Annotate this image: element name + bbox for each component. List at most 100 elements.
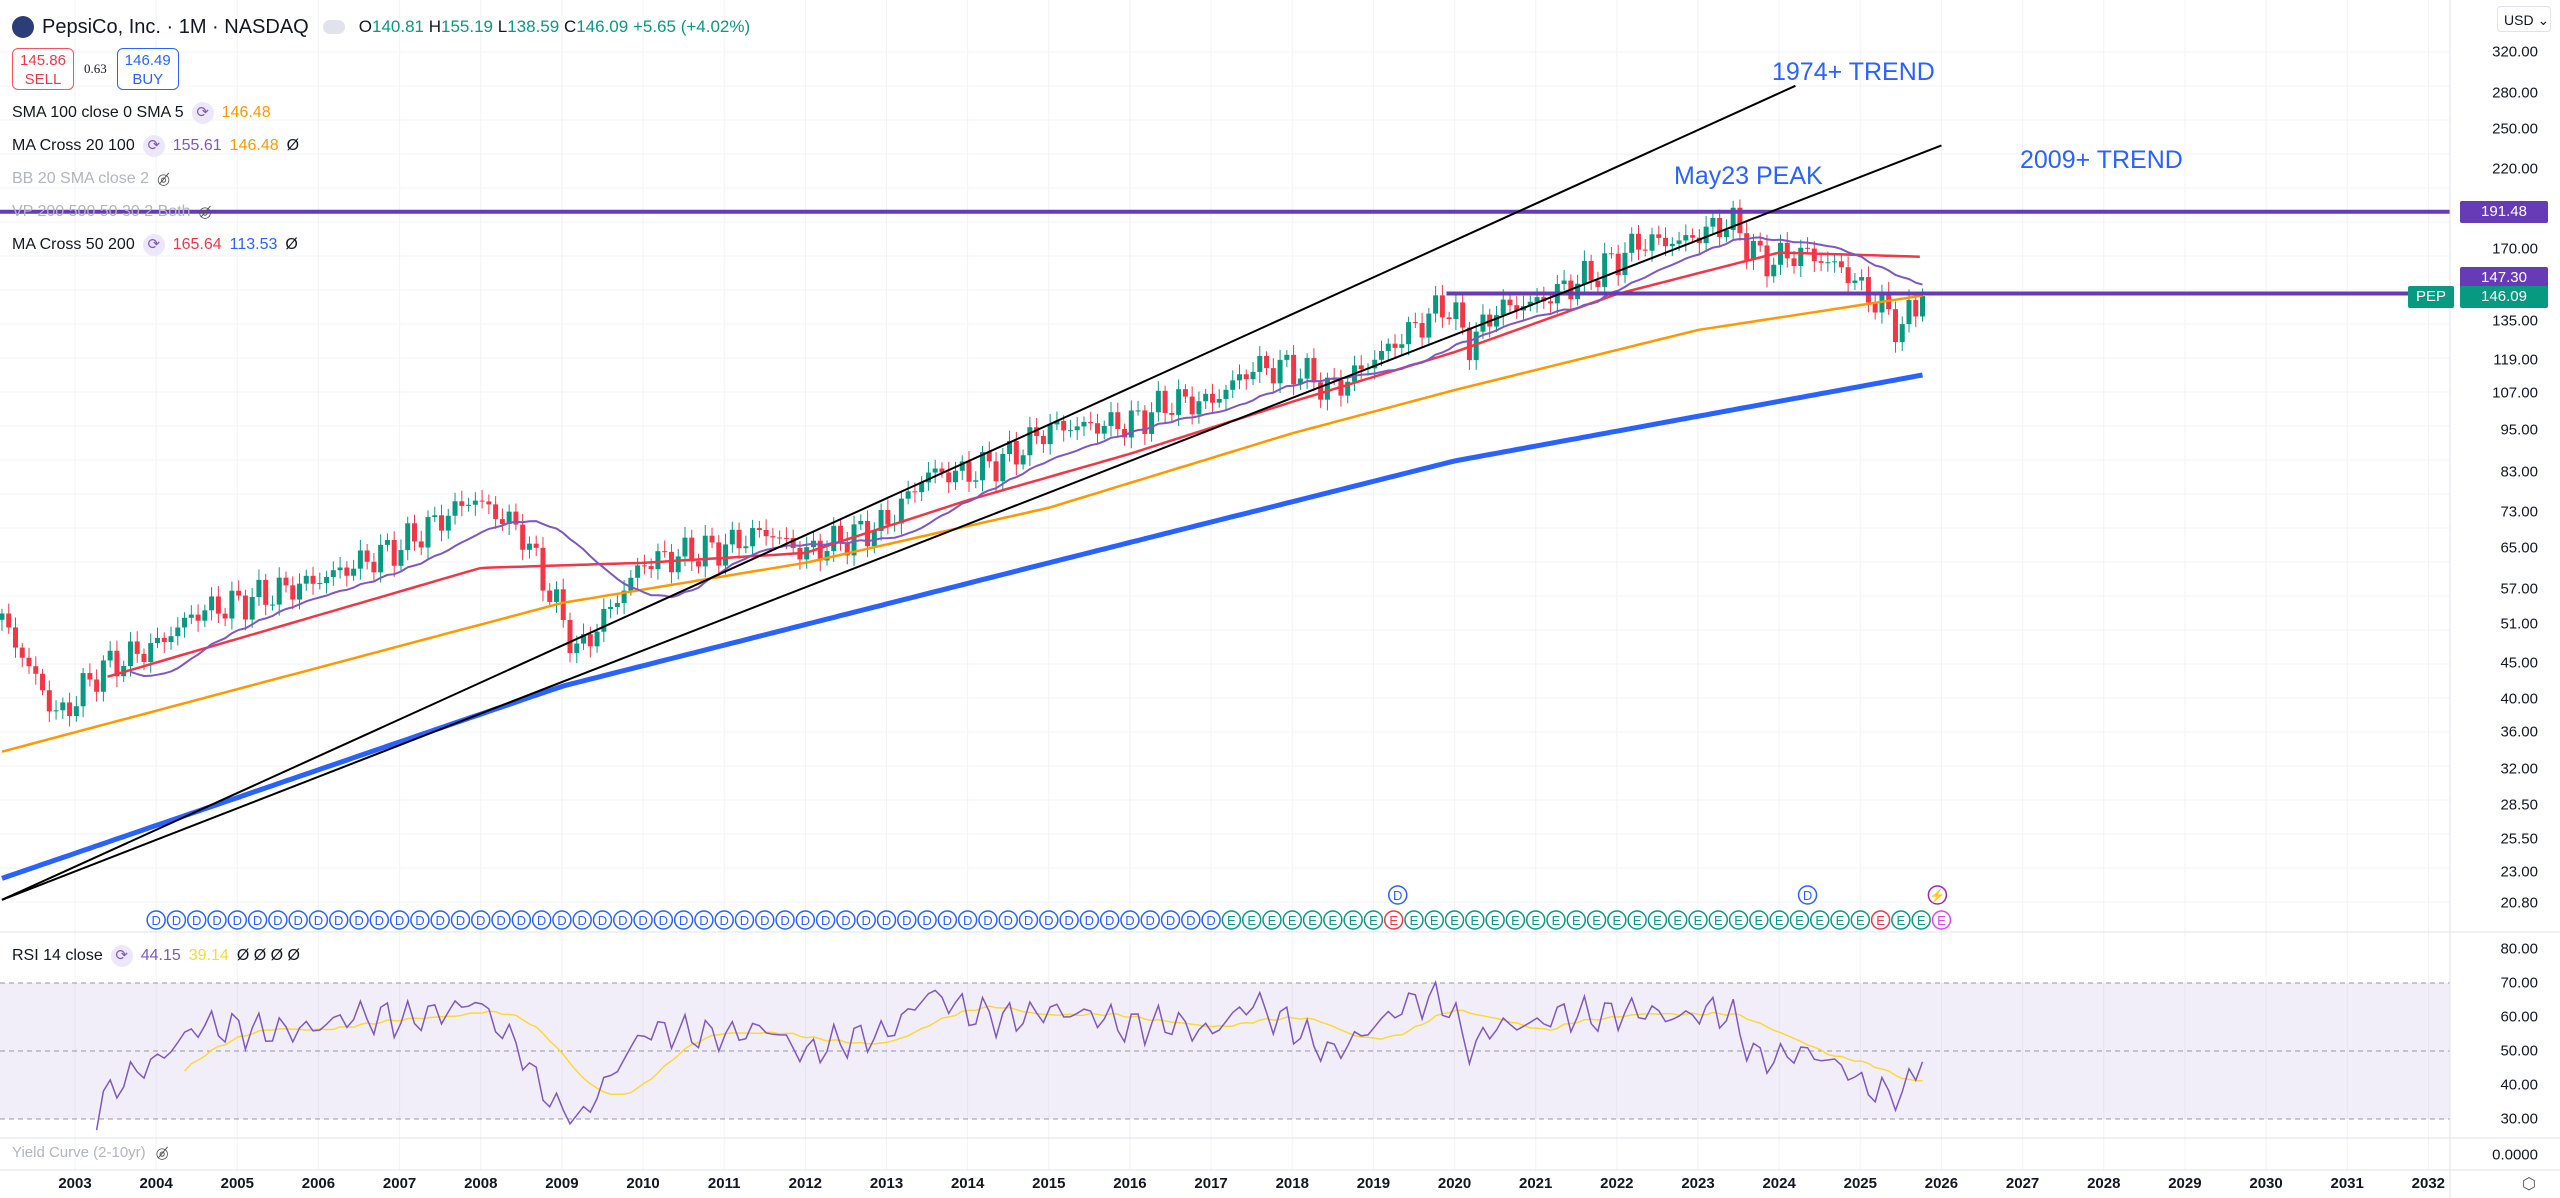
indicator-row[interactable]: BB 20 SMA close 2 ◎̸: [12, 162, 750, 195]
dividend-marker[interactable]: D: [592, 910, 613, 930]
earnings-marker[interactable]: E: [1505, 910, 1526, 930]
earnings-marker[interactable]: E: [1383, 910, 1404, 930]
earnings-marker[interactable]: E: [1769, 910, 1789, 930]
dividend-marker[interactable]: D: [491, 910, 511, 930]
indicator-row[interactable]: MA Cross 50 200 ⟳ 165.64 113.53 Ø: [12, 228, 750, 261]
dividend-marker[interactable]: D: [1140, 910, 1160, 930]
dividend-marker[interactable]: D: [673, 910, 694, 930]
dividend-marker[interactable]: D: [1039, 910, 1059, 930]
earnings-marker[interactable]: E: [1546, 910, 1566, 930]
dividend-marker[interactable]: D: [511, 910, 532, 930]
eye-hidden-icon[interactable]: ◎̸: [156, 170, 171, 188]
earnings-marker[interactable]: E: [1241, 910, 1262, 930]
dividend-marker[interactable]: D: [1079, 910, 1100, 930]
indicator-row[interactable]: SMA 100 close 0 SMA 5 ⟳ 146.48: [12, 96, 750, 129]
dividend-marker[interactable]: D: [308, 910, 329, 930]
earnings-marker[interactable]: E: [1323, 910, 1343, 930]
earnings-marker[interactable]: E: [1525, 910, 1546, 930]
earnings-marker[interactable]: E: [1485, 910, 1505, 930]
buy-button[interactable]: 146.49 BUY: [116, 48, 179, 90]
dividend-marker[interactable]: D: [1120, 910, 1140, 930]
dividend-marker[interactable]: D: [1099, 910, 1120, 930]
earnings-marker[interactable]: E: [1749, 910, 1769, 930]
dividend-marker[interactable]: D: [1059, 910, 1079, 930]
dividend-marker[interactable]: D: [957, 910, 978, 930]
dividend-marker[interactable]: D: [369, 910, 390, 930]
refresh-icon[interactable]: ⟳: [142, 134, 165, 157]
earnings-marker[interactable]: E: [1302, 910, 1323, 930]
dividend-marker[interactable]: D: [815, 910, 836, 930]
dividend-marker[interactable]: D: [450, 910, 471, 930]
dividend-marker[interactable]: D: [247, 910, 268, 930]
may23-peak-annotation[interactable]: May23 PEAK: [1674, 162, 1823, 190]
earnings-marker[interactable]: E: [1850, 910, 1871, 930]
dividend-marker[interactable]: D: [227, 910, 248, 930]
earnings-marker[interactable]: E: [1809, 910, 1830, 930]
dividend-marker[interactable]: D: [876, 910, 897, 930]
dividend-marker[interactable]: D: [268, 910, 288, 930]
dividend-marker[interactable]: D: [653, 910, 674, 930]
earnings-marker[interactable]: E: [1363, 910, 1384, 930]
dividend-marker[interactable]: D: [917, 910, 937, 930]
dividend-marker[interactable]: D: [552, 910, 572, 930]
dividend-marker[interactable]: D: [1018, 910, 1039, 930]
dividend-marker[interactable]: D: [1797, 885, 1818, 905]
earnings-marker[interactable]: E: [1911, 910, 1931, 930]
rsi-title[interactable]: RSI 14 close: [12, 947, 103, 964]
earnings-marker[interactable]: E: [1262, 910, 1282, 930]
earnings-marker[interactable]: E: [1728, 910, 1749, 930]
dividend-marker[interactable]: D: [755, 910, 775, 930]
indicator-row[interactable]: VP 200 500 50 30 2 Both ◎̸: [12, 195, 750, 228]
refresh-icon[interactable]: ⟳: [142, 233, 165, 256]
dividend-marker[interactable]: D: [978, 910, 998, 930]
dividend-marker[interactable]: D: [1160, 910, 1181, 930]
earnings-marker[interactable]: E: [1830, 910, 1850, 930]
dividend-marker[interactable]: D: [633, 910, 653, 930]
dividend-marker[interactable]: D: [1387, 885, 1408, 905]
earnings-marker[interactable]: E: [1708, 910, 1729, 930]
dividend-marker[interactable]: D: [613, 910, 633, 930]
earnings-marker[interactable]: E: [1282, 910, 1302, 930]
earnings-marker[interactable]: E: [1221, 910, 1242, 930]
earnings-marker[interactable]: E: [1566, 910, 1587, 930]
currency-selector[interactable]: USD ⌄: [2497, 6, 2551, 32]
earnings-marker[interactable]: E: [1789, 910, 1810, 930]
dividend-marker[interactable]: D: [471, 910, 491, 930]
earnings-marker[interactable]: E: [1647, 910, 1668, 930]
dividend-marker[interactable]: D: [288, 910, 308, 930]
dividend-marker[interactable]: D: [207, 910, 227, 930]
eye-hidden-icon[interactable]: ◎̸: [155, 1145, 169, 1162]
dividend-marker[interactable]: D: [166, 910, 187, 930]
dividend-marker[interactable]: D: [795, 910, 816, 930]
dividend-marker[interactable]: D: [1201, 910, 1221, 930]
earnings-marker[interactable]: E: [1343, 910, 1363, 930]
earnings-marker[interactable]: E: [1688, 910, 1708, 930]
dividend-marker[interactable]: D: [349, 910, 369, 930]
dividend-marker[interactable]: D: [328, 910, 349, 930]
dividend-marker[interactable]: D: [998, 910, 1018, 930]
earnings-marker[interactable]: E: [1607, 910, 1627, 930]
dividend-marker[interactable]: D: [836, 910, 856, 930]
earnings-marker[interactable]: E: [1404, 910, 1424, 930]
indicator-row[interactable]: MA Cross 20 100 ⟳ 155.61 146.48 Ø: [12, 129, 750, 162]
dividend-marker[interactable]: D: [389, 910, 410, 930]
earnings-marker[interactable]: E: [1424, 910, 1445, 930]
dividend-marker[interactable]: D: [734, 910, 755, 930]
dividend-marker[interactable]: D: [694, 910, 714, 930]
earnings-marker[interactable]: E: [1586, 910, 1607, 930]
dividend-marker[interactable]: D: [937, 910, 958, 930]
dividend-marker[interactable]: D: [572, 910, 592, 930]
dividend-marker[interactable]: D: [410, 910, 430, 930]
trend-1974-annotation[interactable]: 1974+ TREND: [1772, 58, 1935, 86]
refresh-icon[interactable]: ⟳: [110, 945, 133, 967]
trend-2009-annotation[interactable]: 2009+ TREND: [2020, 146, 2183, 174]
earnings-marker[interactable]: E: [1627, 910, 1647, 930]
settings-icon[interactable]: ⬡: [2522, 1176, 2536, 1193]
split-event-marker[interactable]: ⚡: [1927, 885, 1948, 905]
dividend-marker[interactable]: D: [714, 910, 734, 930]
refresh-icon[interactable]: ⟳: [191, 101, 214, 124]
dividend-marker[interactable]: D: [775, 910, 795, 930]
dividend-marker[interactable]: D: [531, 910, 552, 930]
yield-curve-title[interactable]: Yield Curve (2-10yr): [12, 1144, 146, 1161]
earnings-marker[interactable]: E: [1444, 910, 1465, 930]
